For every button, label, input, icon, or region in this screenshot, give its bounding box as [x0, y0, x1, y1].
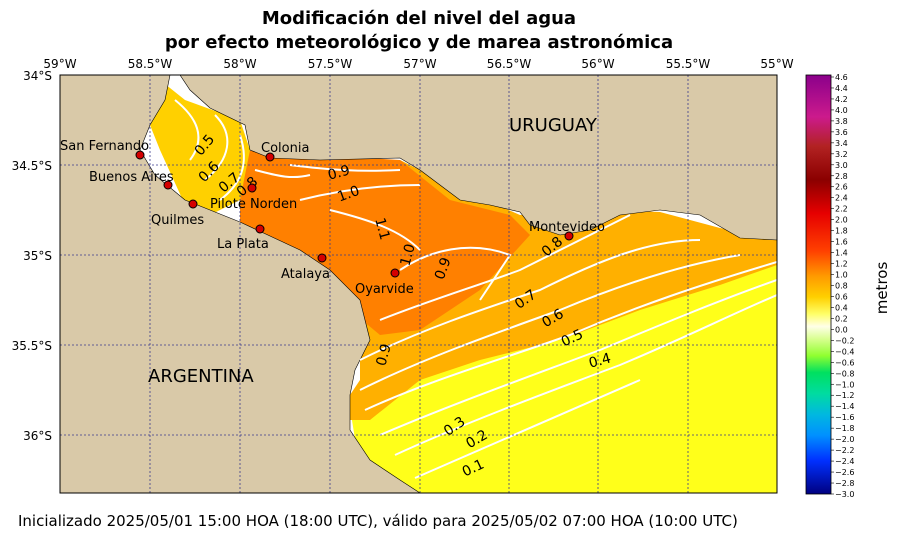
colorbar-tick-label: −1.8 — [835, 424, 854, 433]
colorbar-tick-label: −2.8 — [835, 479, 854, 488]
lon-tick: 56.5°W — [487, 57, 532, 71]
water-level-field-low — [350, 245, 777, 493]
country-label-argentina: ARGENTINA — [148, 366, 254, 387]
colorbar-tick-label: −1.6 — [835, 413, 854, 422]
contour-label: 0.4 — [587, 351, 613, 372]
station-marker-quilmes — [188, 199, 198, 209]
colorbar-tick-label: 2.0 — [835, 216, 848, 225]
colorbar-tick-label: −0.4 — [835, 347, 854, 356]
lon-tick: 59°W — [43, 57, 76, 71]
lon-tick: 58.5°W — [128, 57, 173, 71]
colorbar-tick-label: 3.4 — [835, 139, 848, 148]
contour-lines — [174, 99, 777, 479]
colorbar-tick-label: −1.0 — [835, 380, 854, 389]
country-label-uruguay: URUGUAY — [509, 115, 598, 136]
graticule — [60, 75, 777, 493]
lon-tick: 57°W — [403, 57, 436, 71]
lat-tick: 35°S — [23, 249, 52, 263]
city-labels: San Fernando Buenos Aires Quilmes Pilote… — [60, 139, 605, 297]
lon-tick: 55.5°W — [666, 57, 711, 71]
colorbar-tick-label: 2.4 — [835, 194, 848, 203]
colorbar-tick-label: 2.2 — [835, 205, 848, 214]
city-label-montevideo: Montevideo — [529, 220, 605, 235]
lat-tick: 35.5°S — [12, 339, 52, 353]
city-label-san-fernando: San Fernando — [60, 139, 149, 154]
colorbar-tick-label: 4.2 — [835, 95, 848, 104]
colorbar — [805, 74, 832, 495]
colorbar-tick-label: 3.6 — [835, 128, 848, 137]
colorbar-tick-label: −2.0 — [835, 435, 854, 444]
map-title-line2: por efecto meteorológico y de marea astr… — [164, 32, 674, 53]
colorbar-tick-label: −0.6 — [835, 358, 854, 367]
colorbar-tick-label: 2.8 — [835, 172, 848, 181]
validity-footer: Inicializado 2025/05/01 15:00 HOA (18:00… — [18, 512, 738, 530]
contour-label: 0.9 — [374, 342, 395, 368]
map-frame — [59, 74, 778, 494]
colorbar-tick-label: 0.0 — [835, 325, 848, 334]
colorbar-tick-labels: 4.6 4.4 4.2 4.0 3.8 3.6 3.4 3.2 3.0 2.8 2.6 2.4 2.2 2… — [831, 73, 854, 499]
colorbar-tick-label: 4.0 — [835, 106, 848, 115]
station-marker-san-fernando — [135, 150, 145, 160]
land-uruguay — [179, 75, 777, 241]
colorbar-tick-label: 0.2 — [835, 314, 848, 323]
colorbar-tick-label: 0.6 — [835, 292, 848, 301]
colorbar-tick-label: 0.4 — [835, 303, 848, 312]
contour-label: 0.9 — [326, 163, 352, 184]
map-title-line1: Modificación del nivel del agua — [261, 8, 577, 29]
station-markers — [135, 150, 574, 278]
lon-tick: 55°W — [760, 57, 793, 71]
station-marker-atalaya — [317, 253, 327, 263]
contour-label: 1.0 — [398, 242, 419, 268]
colorbar-label: metros — [873, 262, 891, 315]
station-marker-colonia — [265, 152, 275, 162]
lat-tick-labels: 34°S 34.5°S 35°S 35.5°S 36°S — [12, 69, 52, 443]
colorbar-tick-label: 4.6 — [835, 73, 848, 82]
colorbar-tick-label: −2.4 — [835, 457, 854, 466]
station-marker-la-plata — [255, 224, 265, 234]
contour-label: 0.9 — [432, 255, 455, 281]
station-marker-pilote-norden — [247, 183, 257, 193]
colorbar-tick-label: 3.2 — [835, 150, 848, 159]
lat-tick: 34°S — [23, 69, 52, 83]
lon-tick: 56°W — [581, 57, 614, 71]
lon-tick: 57.5°W — [308, 57, 353, 71]
contour-label: 1.1 — [371, 216, 392, 242]
colorbar-tick-label: −0.8 — [835, 369, 854, 378]
lat-tick: 34.5°S — [12, 159, 52, 173]
colorbar-tick-label: 4.4 — [835, 84, 848, 93]
lon-tick-labels: 59°W 58.5°W 58°W 57.5°W 57°W 56.5°W 56°W… — [43, 57, 793, 71]
colorbar-tick-label: 1.2 — [835, 260, 848, 269]
water-level-field-upper — [150, 80, 250, 215]
colorbar-tick-label: 0.8 — [835, 282, 848, 291]
colorbar-tick-label: 1.4 — [835, 249, 848, 258]
colorbar-tick-label: 2.6 — [835, 183, 848, 192]
colorbar-tick-label: 1.6 — [835, 238, 848, 247]
lon-tick: 58°W — [223, 57, 256, 71]
city-label-atalaya: Atalaya — [281, 267, 330, 282]
colorbar-tick-label: −0.2 — [835, 336, 854, 345]
city-label-colonia: Colonia — [261, 141, 309, 156]
colorbar-tick-label: −3.0 — [835, 490, 854, 499]
city-label-pilote-norden: Pilote Norden — [210, 197, 297, 212]
colorbar-tick-label: 1.0 — [835, 271, 848, 280]
colorbar-tick-label: 1.8 — [835, 227, 848, 236]
city-label-oyarvide: Oyarvide — [355, 282, 414, 297]
colorbar-tick-label: 3.0 — [835, 161, 848, 170]
colorbar-tick-label: −1.4 — [835, 402, 854, 411]
city-label-buenos-aires: Buenos Aires — [89, 170, 174, 185]
city-label-quilmes: Quilmes — [151, 213, 204, 228]
station-marker-oyarvide — [390, 268, 400, 278]
city-label-la-plata: La Plata — [217, 237, 269, 252]
colorbar-tick-label: −2.2 — [835, 446, 854, 455]
lat-tick: 36°S — [23, 429, 52, 443]
station-marker-montevideo — [564, 231, 574, 241]
contour-label: 1.0 — [335, 183, 361, 206]
colorbar-tick-label: 3.8 — [835, 117, 848, 126]
station-marker-buenos-aires — [163, 180, 173, 190]
colorbar-tick-label: −2.6 — [835, 468, 854, 477]
colorbar-tick-label: −1.2 — [835, 391, 854, 400]
